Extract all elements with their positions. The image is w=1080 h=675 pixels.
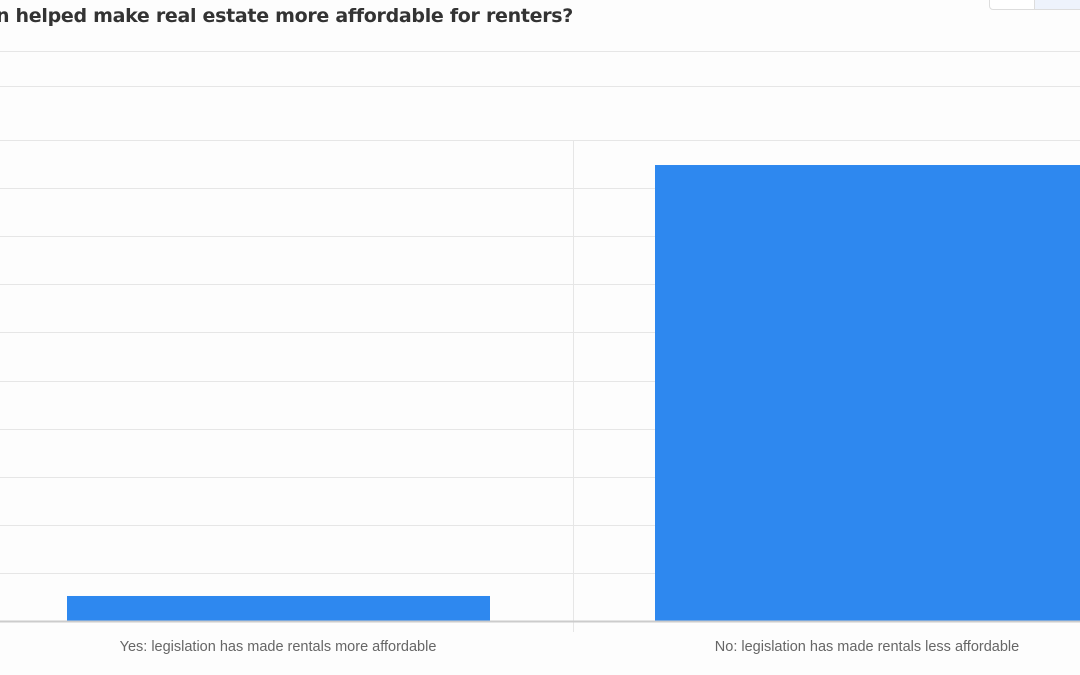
x-tick-label: No: legislation has made rentals less af…	[715, 639, 1019, 655]
bar[interactable]	[655, 165, 1080, 621]
header-divider	[0, 51, 1080, 52]
x-tick-label: Yes: legislation has made rentals more a…	[120, 639, 437, 655]
chart-title: n helped make real estate more affordabl…	[0, 5, 573, 27]
bar[interactable]	[67, 595, 490, 621]
header-divider	[0, 86, 1080, 87]
chart-toolbar[interactable]	[989, 0, 1080, 10]
toolbar-button[interactable]	[1034, 0, 1080, 9]
